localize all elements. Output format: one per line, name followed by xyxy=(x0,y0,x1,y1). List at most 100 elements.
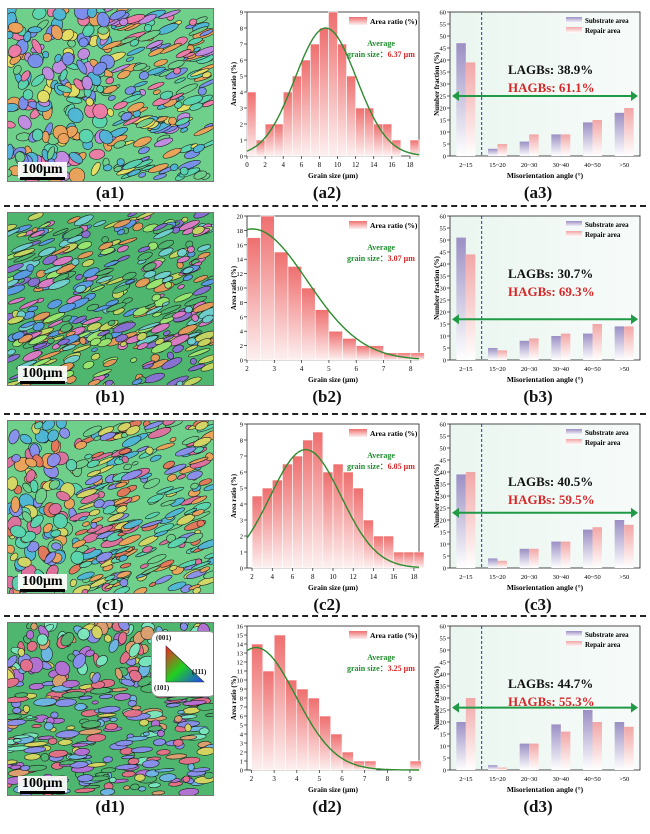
y-tick-label: 45 xyxy=(440,660,447,667)
y-tick-label: 25 xyxy=(440,708,447,715)
x-tick-label: 7 xyxy=(382,365,386,373)
avg-label: Average xyxy=(367,451,395,460)
substrate-bar xyxy=(614,722,625,770)
y-tick-label: 45 xyxy=(440,46,447,53)
y-tick-label: 10 xyxy=(440,334,447,341)
hist-bar xyxy=(383,535,395,569)
y-tick-label: 7 xyxy=(240,454,244,461)
y-tick-label: 60 xyxy=(440,422,447,429)
y-axis-label: Area ratio (%) xyxy=(230,265,238,310)
hist-bar xyxy=(382,123,393,157)
x-axis-label: Misorientation angle (°) xyxy=(507,171,584,180)
hist-bar xyxy=(273,634,286,771)
x-tick-label: 10 xyxy=(334,161,342,169)
y-tick-label: 6 xyxy=(240,58,244,65)
x-tick-label: 8 xyxy=(409,365,413,373)
y-tick-label: 7 xyxy=(240,42,244,49)
hist-bar xyxy=(322,471,334,569)
ebsd-grain-map xyxy=(8,421,213,593)
x-tick-label: 8 xyxy=(311,573,315,581)
y-tick-label: 20 xyxy=(440,106,447,113)
hist-bar xyxy=(246,237,261,361)
x-tick-label: 4 xyxy=(300,365,304,373)
x-tick-label: 20~30 xyxy=(521,776,538,783)
hist-bar xyxy=(310,43,320,157)
y-tick-label: 30 xyxy=(440,494,447,501)
legend-substrate: Substrate area xyxy=(585,429,629,437)
hagb-fraction: HAGBs: 69.3% xyxy=(508,284,595,299)
lagb-fraction: LAGBs: 40.5% xyxy=(508,474,593,489)
lagb-fraction: LAGBs: 44.7% xyxy=(508,676,593,691)
y-tick-label: 5 xyxy=(443,554,446,561)
y-tick-label: 25 xyxy=(440,94,447,101)
misorientation-chart: 2~15 15~20 20~30 30~40 40~50 >50 0 5 10 15 20 25 30 3… xyxy=(433,10,641,180)
x-tick-label: 15~20 xyxy=(489,776,506,783)
panel-label: (a2) xyxy=(312,183,342,202)
hist-bar xyxy=(337,43,347,157)
hist-bar xyxy=(264,123,275,157)
y-tick-label: 3 xyxy=(240,741,243,748)
hist-bar xyxy=(301,59,311,157)
y-tick-label: 15 xyxy=(440,322,447,329)
y-tick-label: 0 xyxy=(240,154,243,161)
legend-repair: Repair area xyxy=(585,641,621,649)
y-tick-label: 2 xyxy=(240,122,243,129)
avg-label: Average xyxy=(367,653,395,662)
hist-bar xyxy=(302,439,314,569)
x-tick-label: 40~50 xyxy=(584,574,601,581)
substrate-bar xyxy=(583,333,593,360)
repair-bar xyxy=(624,726,634,770)
ebsd-map: 100μm (001) (101) (111) xyxy=(7,622,214,796)
legend-label: Area ratio (%) xyxy=(370,631,418,640)
y-tick-label: 30 xyxy=(440,696,447,703)
y-tick-label: 4 xyxy=(240,502,244,509)
x-axis-label: Misorientation angle (°) xyxy=(507,583,584,592)
y-tick-label: 8 xyxy=(240,438,243,445)
repair-bar xyxy=(560,541,571,568)
y-tick-label: 35 xyxy=(440,274,447,281)
avg-grain-size: grain size：6.37 μm xyxy=(347,50,415,59)
hist-bar xyxy=(355,345,371,361)
hist-bar xyxy=(282,463,293,569)
substrate-bar xyxy=(456,474,466,568)
hist-bar xyxy=(355,107,365,157)
repair-bar xyxy=(529,743,539,770)
x-tick-label: 0 xyxy=(245,161,249,169)
y-tick-label: 4 xyxy=(240,90,244,97)
hist-bar xyxy=(292,455,303,569)
repair-bar xyxy=(624,524,634,568)
scale-bar: 100μm xyxy=(18,162,67,180)
scale-bar: 100μm xyxy=(18,574,67,592)
substrate-bar xyxy=(456,722,466,770)
repair-bar xyxy=(465,254,476,360)
repair-bar xyxy=(529,548,539,568)
x-tick-label: 30~40 xyxy=(553,574,570,581)
x-tick-label: 2 xyxy=(250,573,254,581)
panel-label: (b3) xyxy=(523,387,553,406)
x-tick-label: 9 xyxy=(408,775,412,783)
y-tick-label: 15 xyxy=(440,530,447,537)
scale-bar-line xyxy=(20,589,65,592)
x-tick-label: >50 xyxy=(619,162,629,169)
x-tick-label: 40~50 xyxy=(584,366,601,373)
y-tick-label: 45 xyxy=(440,458,447,465)
x-tick-label: 12 xyxy=(350,573,358,581)
y-tick-label: 11 xyxy=(237,669,243,676)
hist-bar xyxy=(413,551,425,569)
repair-bar xyxy=(592,722,602,770)
substrate-bar xyxy=(519,340,530,360)
y-tick-label: 50 xyxy=(440,446,447,453)
x-tick-label: 5 xyxy=(327,365,331,373)
hist-bar xyxy=(391,139,402,157)
y-tick-label: 25 xyxy=(440,298,447,305)
y-tick-label: 35 xyxy=(440,482,447,489)
y-tick-label: 5 xyxy=(443,756,446,763)
row-divider xyxy=(4,615,646,617)
substrate-bar xyxy=(519,743,530,770)
y-tick-label: 2 xyxy=(240,750,243,757)
y-tick-label: 8 xyxy=(240,26,243,33)
y-tick-label: 20 xyxy=(440,310,447,317)
y-tick-label: 5 xyxy=(240,486,243,493)
x-tick-label: 2~15 xyxy=(459,366,472,373)
panel-label: (d3) xyxy=(523,797,553,816)
